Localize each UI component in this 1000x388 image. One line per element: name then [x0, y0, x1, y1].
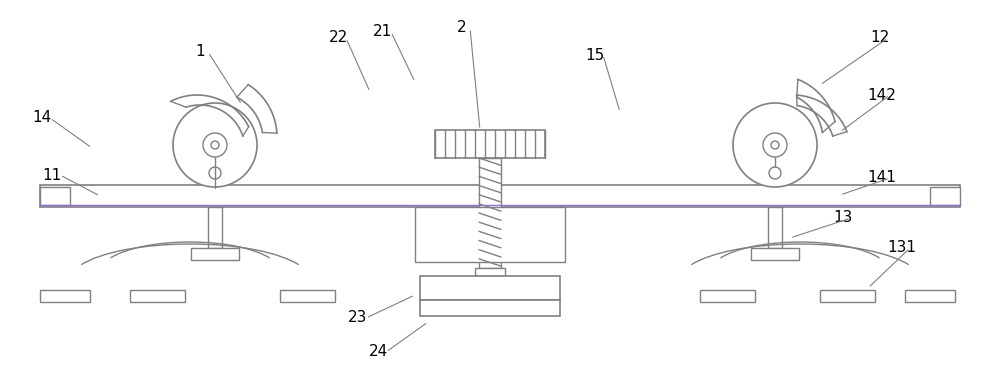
Bar	[40, 290, 90, 302]
Circle shape	[763, 133, 787, 157]
Text: 21: 21	[373, 24, 393, 40]
Bar	[208, 207, 222, 248]
Bar	[475, 268, 505, 276]
Circle shape	[771, 141, 779, 149]
Bar	[40, 185, 960, 207]
Bar	[40, 187, 70, 205]
Bar	[820, 290, 875, 302]
Bar	[420, 300, 560, 316]
Bar	[415, 207, 565, 262]
Text: 11: 11	[42, 168, 62, 182]
Circle shape	[173, 103, 257, 187]
Circle shape	[733, 103, 817, 187]
Text: 22: 22	[328, 31, 348, 45]
Bar	[420, 276, 560, 300]
Bar	[905, 290, 955, 302]
Bar	[930, 187, 960, 205]
Text: 15: 15	[585, 47, 605, 62]
Text: 13: 13	[833, 211, 853, 225]
Circle shape	[203, 133, 227, 157]
Circle shape	[209, 167, 221, 179]
Text: 1: 1	[195, 45, 205, 59]
Text: 23: 23	[348, 310, 368, 326]
Text: 142: 142	[868, 88, 896, 102]
Bar	[191, 248, 239, 260]
Bar	[700, 290, 755, 302]
Text: 131: 131	[888, 241, 916, 256]
Bar	[130, 290, 185, 302]
Circle shape	[211, 141, 219, 149]
Text: 14: 14	[32, 111, 52, 125]
Bar	[751, 248, 799, 260]
Bar	[768, 207, 782, 248]
Text: 141: 141	[868, 170, 896, 185]
Circle shape	[769, 167, 781, 179]
Text: 24: 24	[368, 345, 388, 360]
Text: 2: 2	[457, 21, 467, 35]
Bar	[280, 290, 335, 302]
Bar	[435, 130, 545, 158]
Text: 12: 12	[870, 31, 890, 45]
Bar	[479, 158, 501, 268]
